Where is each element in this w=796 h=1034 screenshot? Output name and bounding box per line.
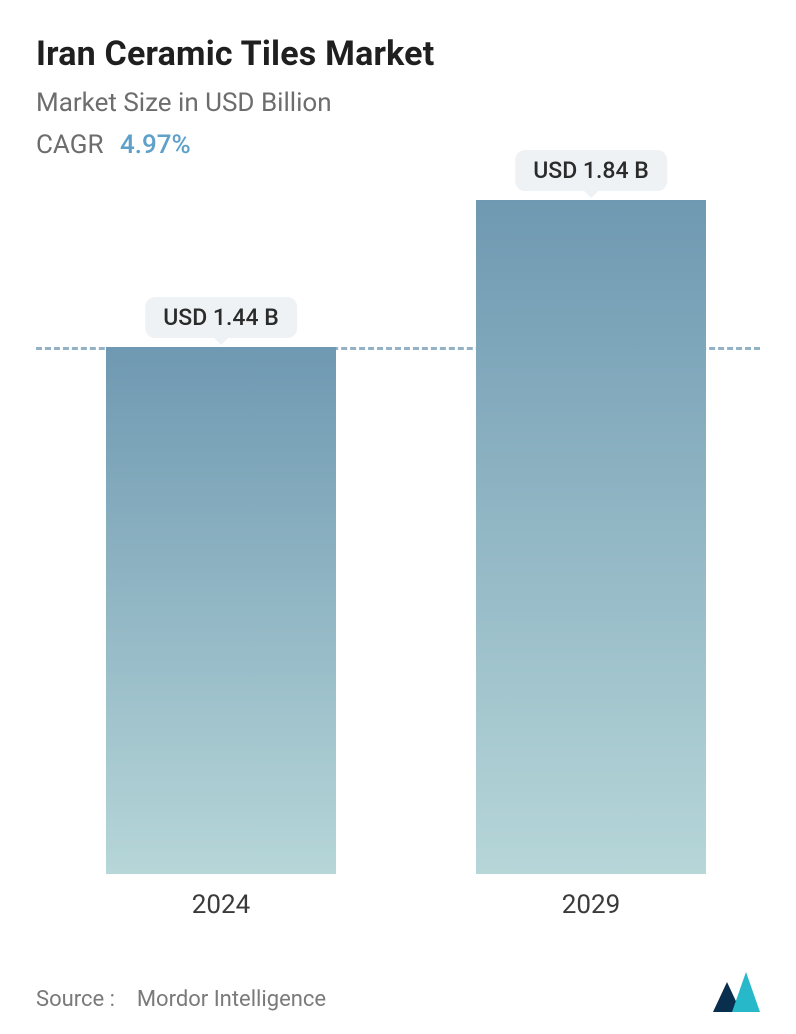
- cagr-label: CAGR: [36, 130, 103, 160]
- chart-area: USD 1.44 B USD 1.84 B 2024 2029: [36, 200, 760, 920]
- x-axis-label: 2029: [562, 890, 620, 920]
- bar-value-label: USD 1.44 B: [145, 297, 297, 338]
- bar-2024: USD 1.44 B: [106, 347, 336, 874]
- plot-region: USD 1.44 B USD 1.84 B: [36, 200, 760, 874]
- chart-footer: Source : Mordor Intelligence: [36, 972, 760, 1012]
- source-attribution: Source : Mordor Intelligence: [36, 987, 326, 1012]
- chart-subtitle: Market Size in USD Billion: [36, 88, 760, 118]
- brand-logo-icon: [713, 972, 760, 1012]
- chart-card: Iran Ceramic Tiles Market Market Size in…: [0, 0, 796, 1034]
- bar-2029: USD 1.84 B: [476, 200, 706, 874]
- cagr-value: 4.97%: [120, 130, 191, 160]
- logo-triangle-icon: [732, 972, 760, 1012]
- bar-fill: [106, 347, 336, 874]
- chart-title: Iran Ceramic Tiles Market: [36, 34, 760, 74]
- x-axis-label: 2024: [192, 890, 250, 920]
- source-value: Mordor Intelligence: [137, 987, 326, 1012]
- bar-value-label: USD 1.84 B: [515, 150, 667, 191]
- source-label: Source :: [36, 987, 115, 1012]
- bar-fill: [476, 200, 706, 874]
